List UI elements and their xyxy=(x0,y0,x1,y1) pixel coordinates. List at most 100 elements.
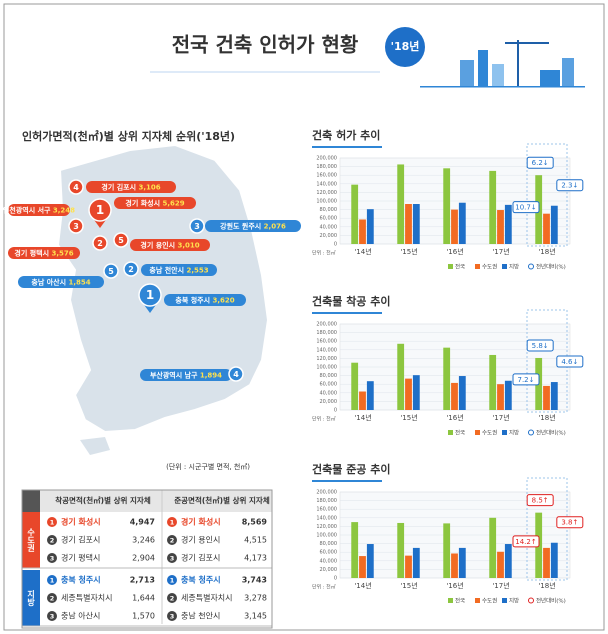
year-badge xyxy=(385,27,425,67)
change-label: 8.5↑ xyxy=(532,497,549,505)
table-header: 착공면적(천㎡)별 상위 지자체 xyxy=(55,495,151,505)
x-tick-label: '15년 xyxy=(400,247,417,256)
marker-badge xyxy=(189,218,205,234)
marker-value: 1,854 xyxy=(68,279,90,287)
region: 경기 평택시 xyxy=(61,553,100,563)
y-tick-label: 0 xyxy=(334,576,337,582)
marker-badge xyxy=(92,235,108,251)
x-tick-label: '16년 xyxy=(446,247,463,256)
marker-name: 부산광역시 남구 xyxy=(150,371,198,380)
region: 경기 용인시 xyxy=(181,535,220,545)
korea-map xyxy=(56,143,270,434)
change-label: 7.2↓ xyxy=(518,376,535,384)
x-tick-label: '14년 xyxy=(354,413,371,422)
y-tick-label: 160,000 xyxy=(316,339,337,345)
marker-label: 경기 김포시 3,106 xyxy=(101,183,160,192)
area: 4,947 xyxy=(130,518,155,527)
chart-title: 건축 허가 추이 xyxy=(312,128,380,142)
region: 충남 천안시 xyxy=(181,611,220,621)
marker-rank: 3 xyxy=(194,222,200,231)
marker-pill xyxy=(86,181,176,193)
change-label: 4.6↓ xyxy=(561,358,578,366)
highlight-column xyxy=(526,477,568,581)
area: 4,515 xyxy=(244,536,267,545)
legend-swatch xyxy=(448,430,453,435)
marker-name: 강원도 원주시 xyxy=(220,222,261,231)
marker-value: 3,010 xyxy=(177,242,199,250)
y-tick-label: 120,000 xyxy=(316,356,337,362)
y-tick-label: 200,000 xyxy=(316,322,337,328)
table-header-corner xyxy=(22,490,40,512)
rank-badge xyxy=(167,535,177,545)
group-label: 지방 xyxy=(26,589,35,607)
area: 3,246 xyxy=(132,536,155,545)
marker-label: 인천광역시 서구 3,248 xyxy=(3,206,75,215)
legend-label: 전국 xyxy=(455,597,465,605)
bar xyxy=(497,384,504,410)
y-tick-label: 40,000 xyxy=(320,558,338,564)
bar xyxy=(489,517,497,578)
change-callout xyxy=(526,339,554,352)
marker-value: 1,894 xyxy=(200,372,222,380)
bar xyxy=(443,523,451,578)
change-callout xyxy=(526,494,554,507)
legend-swatch xyxy=(475,430,480,435)
jeju-island xyxy=(80,437,110,455)
bar xyxy=(550,205,558,244)
legend-label: 전년대비(%) xyxy=(536,429,566,437)
table-header-bg xyxy=(22,490,272,512)
marker-pill xyxy=(130,239,210,251)
y-tick-label: 0 xyxy=(334,408,337,414)
map-unit-note: (단위 : 시군구별 면적, 천㎡) xyxy=(166,462,250,471)
marker-pill xyxy=(164,294,246,306)
y-tick-label: 100,000 xyxy=(316,533,337,539)
x-tick-label: '18년 xyxy=(538,247,555,256)
bar xyxy=(412,204,420,244)
area: 2,904 xyxy=(132,554,155,563)
bar xyxy=(412,547,420,578)
y-tick-label: 160,000 xyxy=(316,173,337,179)
rank: 1 xyxy=(170,519,175,527)
legend-swatch xyxy=(502,264,507,269)
marker-rank: 2 xyxy=(128,265,134,274)
marker-pill xyxy=(18,276,104,288)
chart-title: 건축물 준공 추이 xyxy=(312,462,391,476)
change-callout xyxy=(556,516,584,529)
legend-change-icon xyxy=(528,597,534,604)
bar xyxy=(366,544,374,578)
y-tick-label: 160,000 xyxy=(316,507,337,513)
bar xyxy=(550,542,558,578)
rank: 1 xyxy=(50,519,55,527)
chart-title-rule xyxy=(312,312,382,314)
bar xyxy=(366,209,374,244)
x-tick-label: '18년 xyxy=(538,413,555,422)
rank: 2 xyxy=(50,537,55,545)
marker-name: 경기 김포시 xyxy=(101,183,136,192)
region: 경기 김포시 xyxy=(61,535,100,545)
legend-label: 전국 xyxy=(455,429,465,437)
x-tick-label: '17년 xyxy=(492,413,509,422)
change-callout xyxy=(512,373,540,386)
bar xyxy=(550,382,558,410)
legend-label: 지방 xyxy=(509,597,519,605)
region: 경기 김포시 xyxy=(181,553,220,563)
rank-badge xyxy=(47,553,57,563)
marker-badge xyxy=(68,218,84,234)
y-tick-label: 80,000 xyxy=(320,373,338,379)
unit-label: 단위 : 천㎡ xyxy=(312,584,336,591)
marker-value: 5,629 xyxy=(162,200,184,208)
rank: 3 xyxy=(50,555,55,563)
bar xyxy=(351,522,359,578)
y-tick-label: 100,000 xyxy=(316,365,337,371)
year-badge-label: '18년 xyxy=(391,39,420,53)
y-tick-label: 140,000 xyxy=(316,347,337,353)
chart-title: 건축물 착공 추이 xyxy=(312,294,391,308)
bar xyxy=(397,164,405,244)
rank: 2 xyxy=(50,595,55,603)
map-title: 인허가면적(천㎡)별 상위 지자체 순위('18년) xyxy=(22,129,235,143)
rank-badge xyxy=(167,611,177,621)
rank: 2 xyxy=(170,595,175,603)
marker-label: 충남 아산시 1,854 xyxy=(31,278,90,287)
legend-change-icon xyxy=(528,263,534,270)
marker-rank: 1 xyxy=(146,288,154,302)
